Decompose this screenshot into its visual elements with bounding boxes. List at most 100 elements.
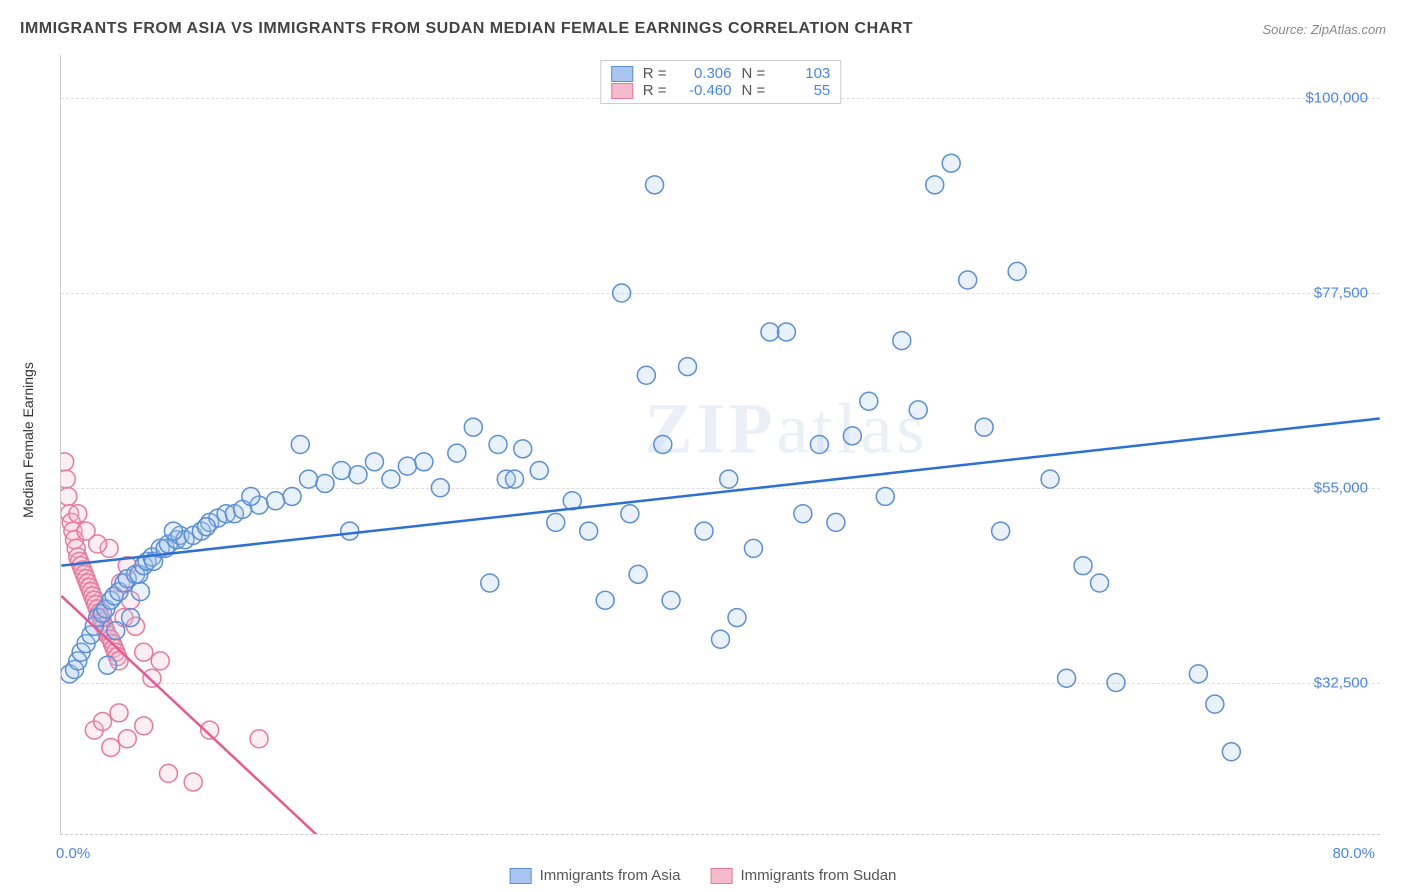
data-point [102, 738, 120, 756]
data-point [547, 513, 565, 531]
data-point [300, 470, 318, 488]
y-axis-label: Median Female Earnings [20, 362, 36, 518]
data-point [1189, 665, 1207, 683]
data-point [1041, 470, 1059, 488]
data-point [679, 358, 697, 376]
data-point [506, 470, 524, 488]
data-point [1206, 695, 1224, 713]
data-point [654, 436, 672, 454]
series-legend: Immigrants from Asia Immigrants from Sud… [510, 867, 897, 884]
data-point [1222, 743, 1240, 761]
data-point [481, 574, 499, 592]
data-point [184, 773, 202, 791]
data-point [431, 479, 449, 497]
data-point [728, 609, 746, 627]
data-point [242, 487, 260, 505]
data-point [860, 392, 878, 410]
data-point [959, 271, 977, 289]
legend-row-asia: R = 0.306 N = 103 [611, 65, 831, 82]
scatter-plot: R = 0.306 N = 103 R = -0.460 N = 55 ZIPa… [60, 55, 1380, 835]
data-point [909, 401, 927, 419]
swatch-asia-bottom [510, 868, 532, 884]
r-label: R = [643, 65, 667, 82]
data-point [464, 418, 482, 436]
data-point [341, 522, 359, 540]
data-point [283, 487, 301, 505]
data-point [489, 436, 507, 454]
data-point [1074, 557, 1092, 575]
data-point [975, 418, 993, 436]
swatch-sudan-bottom [710, 868, 732, 884]
data-point [646, 176, 664, 194]
legend-label-sudan: Immigrants from Sudan [740, 867, 896, 884]
legend-row-sudan: R = -0.460 N = 55 [611, 82, 831, 99]
data-point [761, 323, 779, 341]
data-point [827, 513, 845, 531]
data-point [613, 284, 631, 302]
data-point [1091, 574, 1109, 592]
data-point [349, 466, 367, 484]
data-point [448, 444, 466, 462]
data-point [61, 470, 75, 488]
data-point [777, 323, 795, 341]
data-point [332, 461, 350, 479]
data-point [1107, 674, 1125, 692]
data-point [69, 505, 87, 523]
legend-item-sudan: Immigrants from Sudan [710, 867, 896, 884]
data-point [893, 332, 911, 350]
data-point [514, 440, 532, 458]
data-point [992, 522, 1010, 540]
data-point [662, 591, 680, 609]
data-point [107, 622, 125, 640]
data-point [621, 505, 639, 523]
data-point [135, 643, 153, 661]
data-point [316, 474, 334, 492]
data-point [151, 652, 169, 670]
chart-title: IMMIGRANTS FROM ASIA VS IMMIGRANTS FROM … [20, 20, 913, 38]
data-point [415, 453, 433, 471]
data-point [110, 704, 128, 722]
data-point [926, 176, 944, 194]
data-point [942, 154, 960, 172]
legend-item-asia: Immigrants from Asia [510, 867, 681, 884]
data-point [159, 764, 177, 782]
data-point [197, 518, 215, 536]
data-point [695, 522, 713, 540]
data-point [580, 522, 598, 540]
n-label: N = [742, 82, 766, 99]
data-point [1058, 669, 1076, 687]
r-label: R = [643, 82, 667, 99]
n-label: N = [742, 65, 766, 82]
data-point [1008, 262, 1026, 280]
data-point [530, 461, 548, 479]
legend-label-asia: Immigrants from Asia [540, 867, 681, 884]
n-value-sudan: 55 [775, 82, 830, 99]
data-point [810, 436, 828, 454]
source-label: Source: ZipAtlas.com [1262, 22, 1386, 37]
correlation-legend: R = 0.306 N = 103 R = -0.460 N = 55 [600, 60, 842, 104]
data-point [267, 492, 285, 510]
data-point [382, 470, 400, 488]
data-point [250, 730, 268, 748]
data-point [131, 583, 149, 601]
r-value-asia: 0.306 [677, 65, 732, 82]
data-point [794, 505, 812, 523]
data-point [143, 669, 161, 687]
x-tick-min: 0.0% [56, 845, 90, 862]
data-point [629, 565, 647, 583]
swatch-asia [611, 66, 633, 82]
data-point [135, 717, 153, 735]
n-value-asia: 103 [775, 65, 830, 82]
data-point [712, 630, 730, 648]
swatch-sudan [611, 83, 633, 99]
data-point [89, 535, 107, 553]
data-point [94, 712, 112, 730]
chart-canvas [61, 55, 1380, 834]
data-point [118, 730, 136, 748]
data-point [61, 453, 74, 471]
data-point [596, 591, 614, 609]
title-bar: IMMIGRANTS FROM ASIA VS IMMIGRANTS FROM … [20, 20, 1386, 38]
data-point [843, 427, 861, 445]
data-point [365, 453, 383, 471]
data-point [398, 457, 416, 475]
